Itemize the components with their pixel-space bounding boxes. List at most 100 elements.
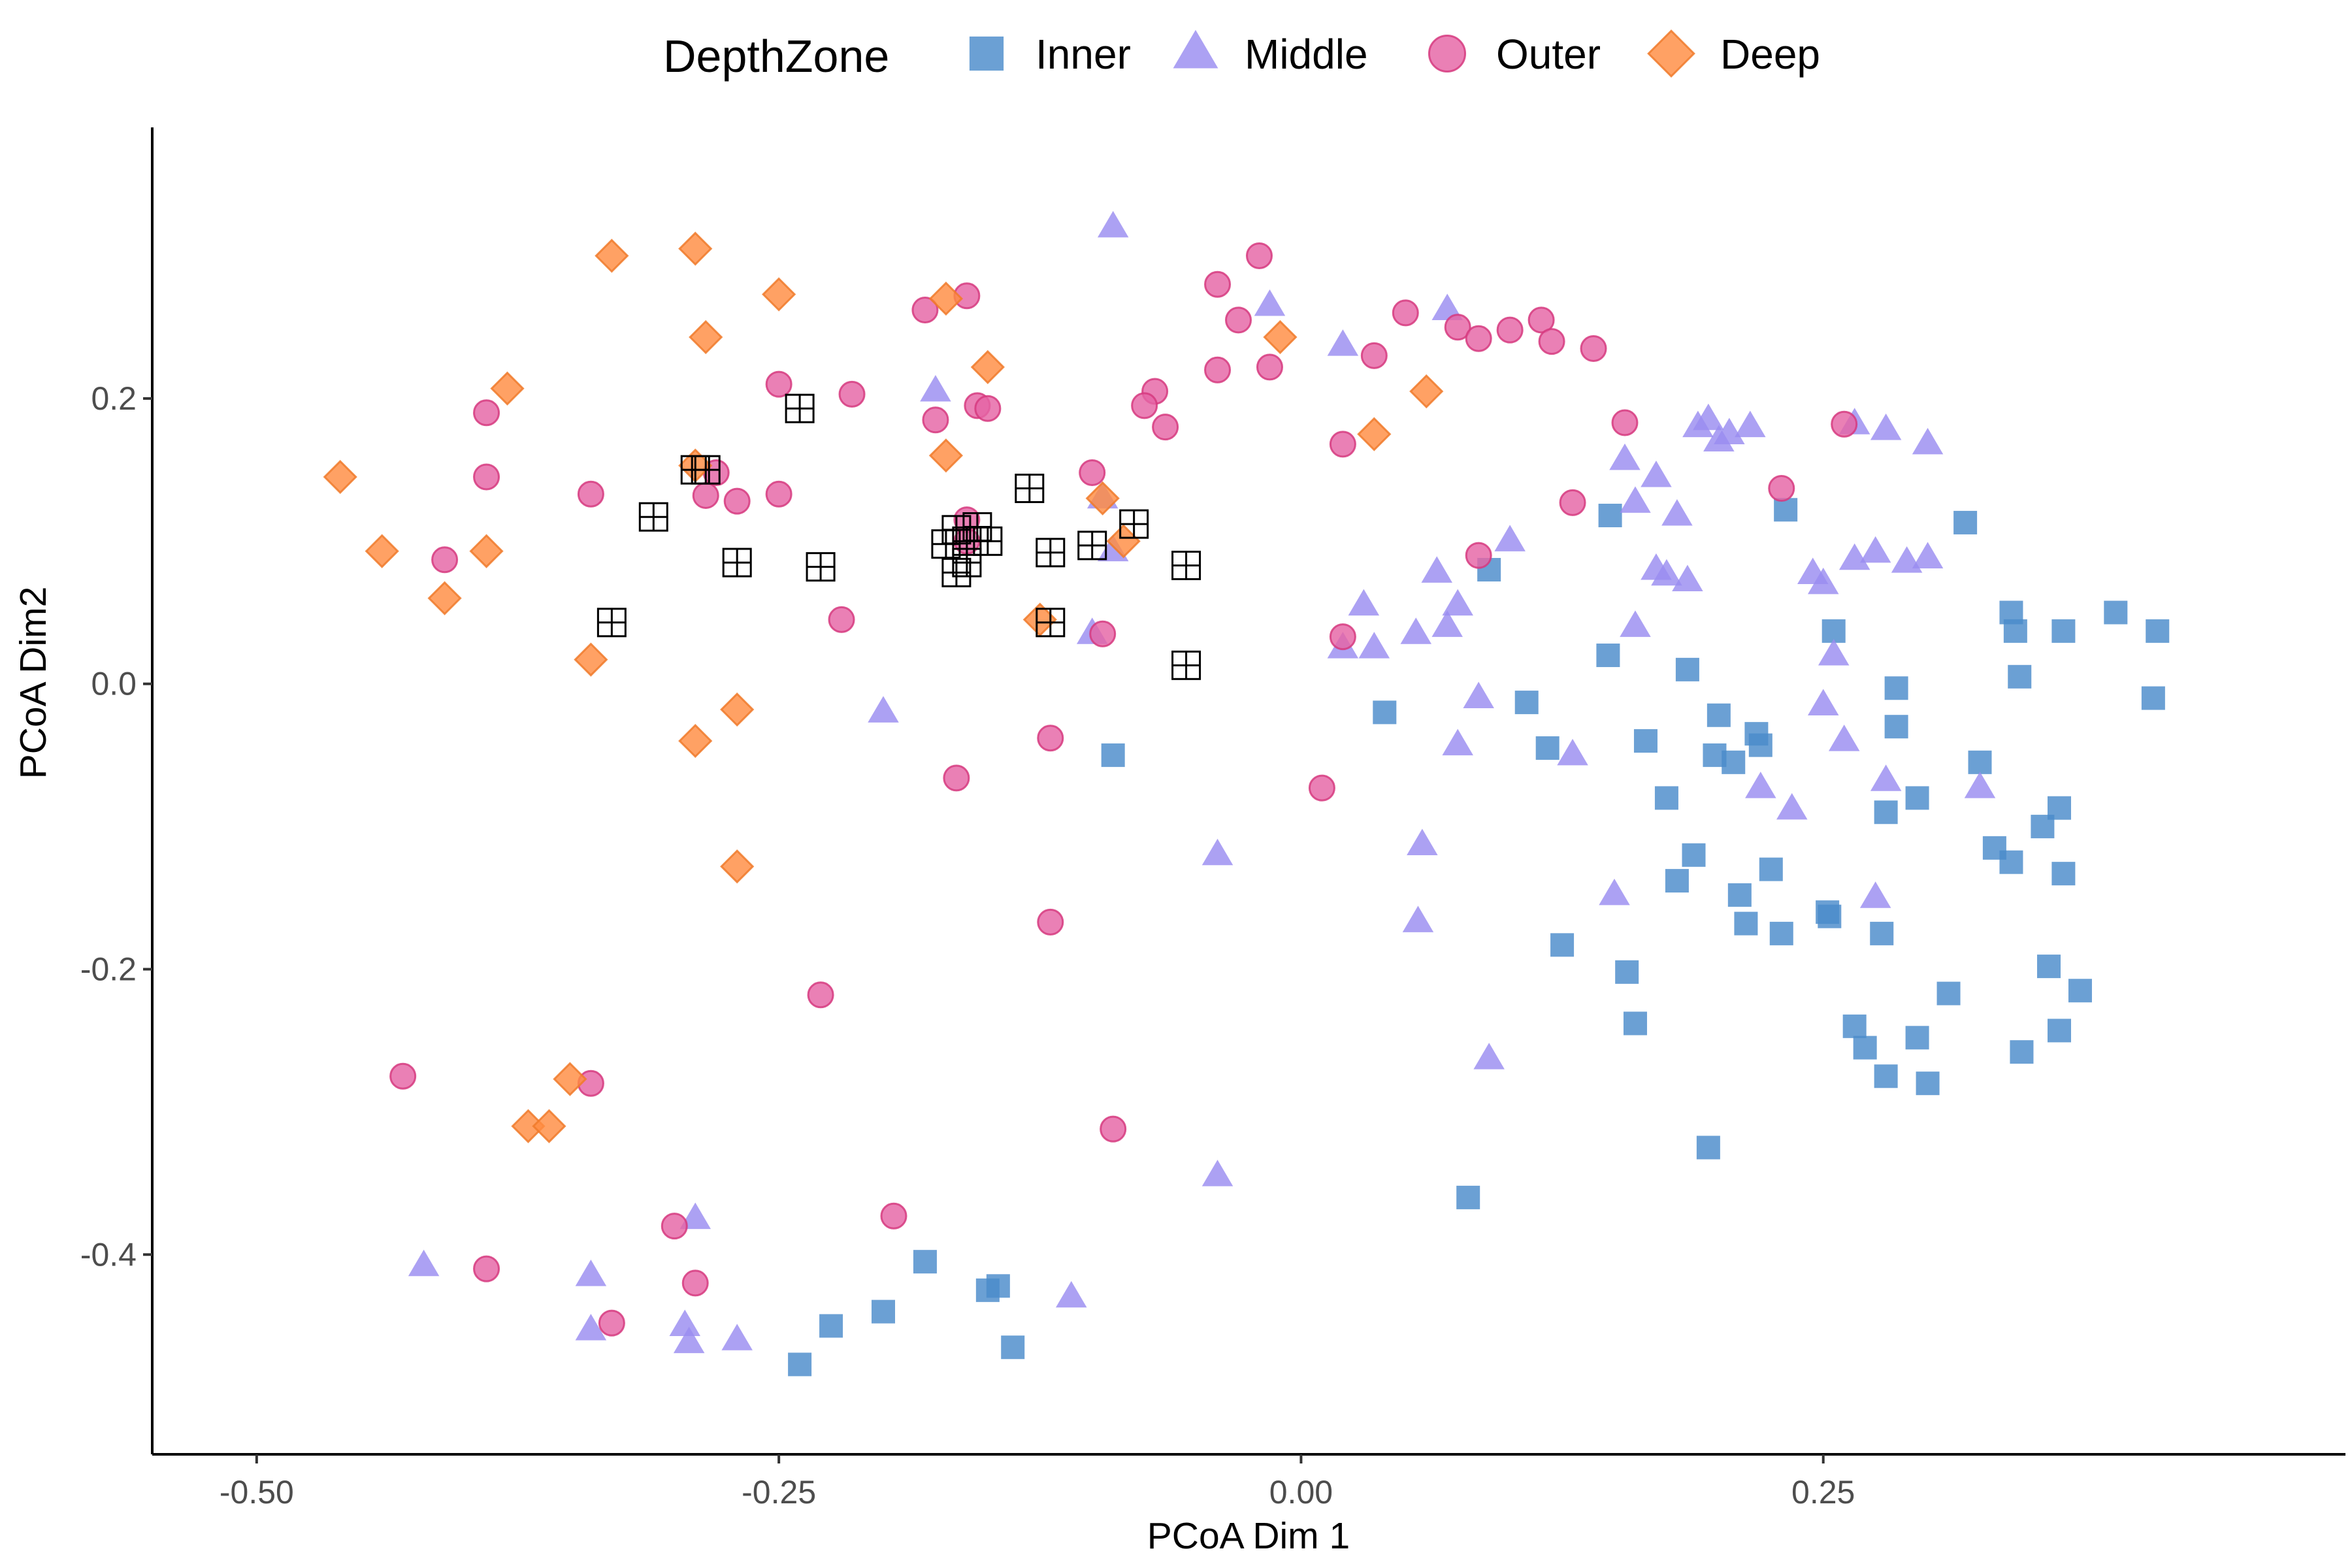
inner-point bbox=[2037, 955, 2061, 979]
deep-point bbox=[532, 1109, 566, 1143]
outer-point bbox=[1360, 342, 1388, 369]
deep-point bbox=[574, 642, 608, 677]
middle-point bbox=[1807, 567, 1839, 595]
middle-point bbox=[1912, 427, 1944, 455]
middle-point bbox=[1745, 772, 1776, 798]
middle-point bbox=[1641, 461, 1672, 487]
highlight-point bbox=[1171, 650, 1201, 680]
inner-point bbox=[1818, 904, 1842, 928]
inner-point bbox=[2047, 1019, 2071, 1043]
outer-point bbox=[1204, 356, 1232, 384]
deep-point bbox=[720, 849, 755, 884]
legend-label: Inner bbox=[1036, 31, 1131, 78]
middle-point bbox=[1964, 772, 1996, 798]
middle-point bbox=[1891, 546, 1923, 573]
inner-point bbox=[1905, 1026, 1929, 1050]
deep-point bbox=[970, 350, 1005, 385]
inner-point bbox=[1821, 619, 1846, 643]
inner-point bbox=[1623, 1011, 1647, 1036]
inner-point bbox=[986, 1274, 1010, 1298]
inner-point bbox=[1874, 1064, 1898, 1088]
deep-point bbox=[1357, 417, 1392, 451]
y-tick-label: 0.0 bbox=[91, 666, 137, 702]
middle-point bbox=[575, 1314, 607, 1341]
outer-point bbox=[723, 487, 751, 515]
deep-point bbox=[689, 319, 723, 355]
deep-point bbox=[1085, 481, 1120, 515]
highlight-point bbox=[1119, 509, 1149, 539]
middle-point bbox=[1828, 725, 1860, 751]
deep-point bbox=[678, 231, 713, 266]
x-tick-label: -0.50 bbox=[220, 1474, 294, 1511]
highlight-point bbox=[952, 547, 982, 578]
inner-point bbox=[1598, 504, 1622, 528]
deep-point bbox=[553, 1062, 587, 1096]
inner-point bbox=[1999, 850, 2023, 874]
middle-point bbox=[1859, 881, 1891, 908]
middle-point bbox=[1557, 738, 1588, 766]
outer-point bbox=[1392, 299, 1419, 327]
axes: -0.50 -0.25 0.00 0.25 -0.4 -0.2 0.0 0.2 PCoA D… bbox=[12, 127, 2345, 1557]
highlight-point bbox=[1077, 531, 1107, 561]
inner-point bbox=[1774, 498, 1798, 522]
middle-point bbox=[408, 1249, 440, 1277]
middle-point bbox=[1661, 499, 1693, 526]
outer-point bbox=[598, 1309, 625, 1337]
outer-point bbox=[1465, 325, 1492, 352]
inner-point bbox=[1769, 921, 1793, 945]
inner-point bbox=[1874, 800, 1898, 825]
middle-point bbox=[669, 1309, 701, 1336]
middle-point bbox=[1348, 589, 1380, 616]
inner-point bbox=[1953, 510, 1978, 534]
legend-title: DepthZone bbox=[663, 31, 889, 82]
middle-point bbox=[1599, 878, 1630, 906]
deep-point bbox=[928, 281, 964, 316]
outer-point bbox=[765, 370, 792, 398]
middle-point bbox=[1620, 610, 1651, 637]
legend-label: Outer bbox=[1496, 31, 1601, 78]
legend: DepthZone Inner Middle Outer Deep bbox=[663, 29, 1820, 82]
outer-point bbox=[1308, 774, 1335, 802]
outer-point bbox=[473, 399, 500, 427]
middle-point bbox=[1807, 689, 1839, 715]
inner-point bbox=[1696, 1135, 1720, 1160]
middle-point bbox=[679, 1202, 711, 1230]
inner-point bbox=[2146, 619, 2170, 643]
deep-point bbox=[720, 692, 755, 727]
middle-point bbox=[1400, 617, 1432, 644]
legend-label: Deep bbox=[1720, 31, 1820, 78]
middle-point bbox=[1818, 639, 1850, 666]
inner-point bbox=[1633, 729, 1658, 753]
inner-point bbox=[2010, 1040, 2034, 1064]
outer-point bbox=[577, 480, 604, 508]
deep-point bbox=[595, 238, 629, 273]
deep-point bbox=[678, 723, 713, 759]
inner-point bbox=[1101, 743, 1125, 767]
highlight-point bbox=[806, 552, 836, 582]
inner-point bbox=[2068, 979, 2092, 1003]
middle-point bbox=[1912, 542, 1944, 569]
y-tick-label: -0.2 bbox=[80, 951, 137, 987]
middle-point bbox=[721, 1324, 753, 1350]
inner-point bbox=[2003, 619, 2027, 643]
middle-point bbox=[1254, 289, 1286, 316]
inner-point bbox=[1615, 960, 1639, 984]
inner-point bbox=[913, 1250, 937, 1274]
outer-point bbox=[1329, 623, 1356, 651]
deep-point bbox=[323, 459, 357, 495]
highlight-point bbox=[973, 526, 1003, 556]
inner-point bbox=[2051, 619, 2076, 643]
outer-point bbox=[473, 463, 500, 491]
outer-point bbox=[1768, 475, 1795, 502]
inner-point bbox=[1842, 1014, 1867, 1038]
highlight-point bbox=[1036, 608, 1066, 638]
x-tick-label: 0.25 bbox=[1791, 1474, 1855, 1511]
inner-point bbox=[1968, 750, 1992, 774]
y-axis-title: PCoA Dim2 bbox=[12, 587, 54, 779]
inner-point bbox=[1884, 715, 1908, 739]
outer-point bbox=[765, 480, 792, 508]
inner-point bbox=[1916, 1071, 1940, 1096]
outer-point bbox=[1245, 242, 1273, 270]
outer-point bbox=[1527, 306, 1555, 334]
outer-point bbox=[922, 406, 949, 434]
